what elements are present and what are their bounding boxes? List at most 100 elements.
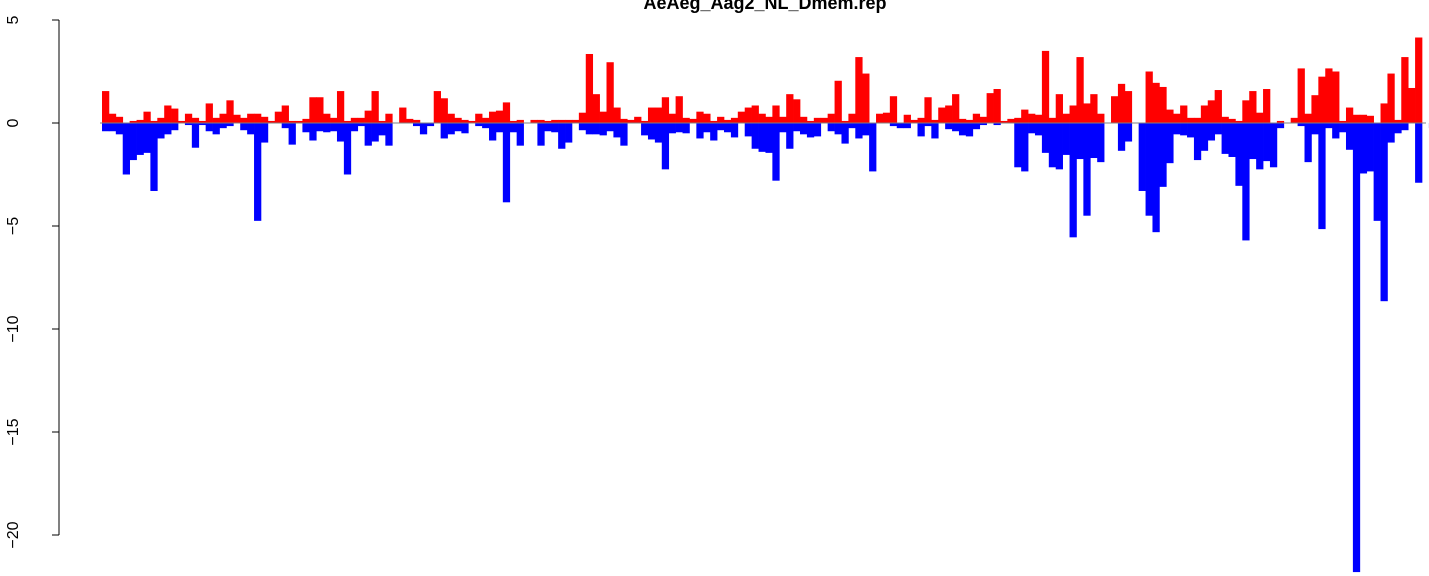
negative-bar bbox=[489, 123, 497, 141]
positive-bar bbox=[129, 120, 137, 123]
positive-bar bbox=[495, 110, 504, 123]
negative-bar bbox=[917, 123, 925, 137]
negative-bar bbox=[813, 123, 822, 137]
negative-bar bbox=[378, 123, 386, 136]
positive-bar bbox=[254, 113, 262, 123]
negative-bar bbox=[1069, 123, 1077, 238]
negative-bar bbox=[958, 123, 967, 136]
positive-bar bbox=[399, 107, 407, 123]
negative-bar bbox=[136, 123, 144, 155]
negative-bar bbox=[364, 123, 372, 146]
positive-bar bbox=[1235, 120, 1243, 123]
positive-bar bbox=[779, 116, 787, 123]
positive-bar bbox=[1228, 118, 1236, 123]
negative-bar bbox=[620, 123, 628, 146]
negative-bar bbox=[1187, 123, 1195, 138]
negative-bar bbox=[1124, 123, 1133, 142]
positive-bar bbox=[1187, 117, 1195, 123]
y-tick-label: 5 bbox=[5, 15, 22, 24]
positive-bar bbox=[647, 107, 656, 123]
positive-bar bbox=[226, 100, 234, 123]
negative-bar bbox=[765, 123, 773, 153]
negative-bar bbox=[682, 123, 690, 134]
negative-bar bbox=[806, 123, 815, 138]
negative-bar bbox=[723, 123, 732, 133]
negative-bar bbox=[896, 123, 905, 129]
negative-bar-series bbox=[102, 123, 1429, 573]
positive-bar bbox=[516, 119, 524, 123]
positive-bar bbox=[945, 105, 953, 123]
negative-bar bbox=[889, 123, 898, 127]
positive-bar bbox=[703, 113, 711, 123]
positive-bar bbox=[371, 91, 379, 123]
negative-bar bbox=[1235, 123, 1243, 186]
positive-bar bbox=[551, 119, 559, 123]
positive-bar bbox=[502, 102, 511, 123]
negative-bar bbox=[343, 123, 352, 175]
positive-bar-series bbox=[102, 37, 1423, 124]
positive-bar bbox=[108, 113, 117, 123]
negative-bar bbox=[1034, 123, 1043, 136]
positive-bar bbox=[260, 116, 269, 123]
positive-bar bbox=[1021, 109, 1029, 123]
positive-bar bbox=[475, 113, 483, 123]
negative-bar bbox=[1166, 123, 1174, 164]
positive-bar bbox=[150, 120, 158, 123]
negative-bar bbox=[744, 123, 752, 137]
negative-bar bbox=[654, 123, 663, 143]
negative-bar bbox=[1359, 123, 1368, 174]
negative-bar bbox=[1325, 123, 1333, 129]
positive-bar bbox=[1304, 113, 1312, 123]
negative-bar bbox=[1366, 123, 1374, 172]
positive-bar bbox=[178, 120, 186, 123]
negative-bar bbox=[516, 123, 524, 146]
negative-bar bbox=[717, 123, 725, 131]
positive-bar bbox=[1207, 100, 1216, 123]
positive-bar bbox=[855, 57, 863, 123]
negative-bar bbox=[461, 123, 469, 134]
y-tick-label: −10 bbox=[5, 315, 22, 342]
positive-bar bbox=[1297, 68, 1305, 123]
negative-bar bbox=[475, 123, 483, 127]
positive-bar bbox=[1117, 83, 1126, 123]
positive-bar bbox=[1380, 103, 1388, 123]
positive-bar bbox=[903, 114, 911, 123]
positive-bar bbox=[758, 113, 766, 123]
positive-bar bbox=[274, 111, 283, 123]
positive-bar bbox=[350, 117, 359, 123]
positive-bar bbox=[1332, 71, 1340, 123]
positive-bar bbox=[1318, 76, 1326, 123]
negative-bar bbox=[219, 123, 227, 129]
negative-bar bbox=[965, 123, 974, 137]
negative-bar bbox=[841, 123, 849, 144]
negative-bar bbox=[931, 123, 939, 139]
positive-bar bbox=[1000, 120, 1008, 123]
positive-bar bbox=[143, 111, 151, 123]
positive-bar bbox=[509, 120, 518, 123]
positive-bar bbox=[675, 96, 683, 123]
positive-bar bbox=[267, 120, 276, 123]
positive-bar bbox=[530, 119, 538, 123]
negative-bar bbox=[827, 123, 835, 132]
negative-bar bbox=[323, 123, 331, 133]
positive-bar bbox=[565, 119, 573, 123]
positive-bar bbox=[599, 111, 607, 123]
negative-bar bbox=[800, 123, 808, 135]
negative-bar bbox=[1180, 123, 1188, 136]
negative-bar bbox=[1373, 123, 1381, 221]
negative-bar bbox=[1242, 123, 1250, 241]
positive-bar bbox=[1263, 89, 1271, 123]
negative-bar bbox=[184, 123, 193, 126]
negative-bar bbox=[226, 123, 234, 127]
positive-bar bbox=[1221, 116, 1229, 123]
negative-bar bbox=[855, 123, 863, 139]
positive-bar bbox=[1276, 120, 1285, 123]
negative-bar bbox=[1311, 123, 1319, 135]
negative-bar bbox=[979, 123, 987, 126]
negative-bar bbox=[972, 123, 981, 130]
positive-bar bbox=[247, 113, 255, 123]
negative-bar bbox=[350, 123, 359, 132]
negative-bar bbox=[143, 123, 151, 153]
positive-bar bbox=[1387, 73, 1395, 123]
negative-bar bbox=[330, 123, 338, 132]
